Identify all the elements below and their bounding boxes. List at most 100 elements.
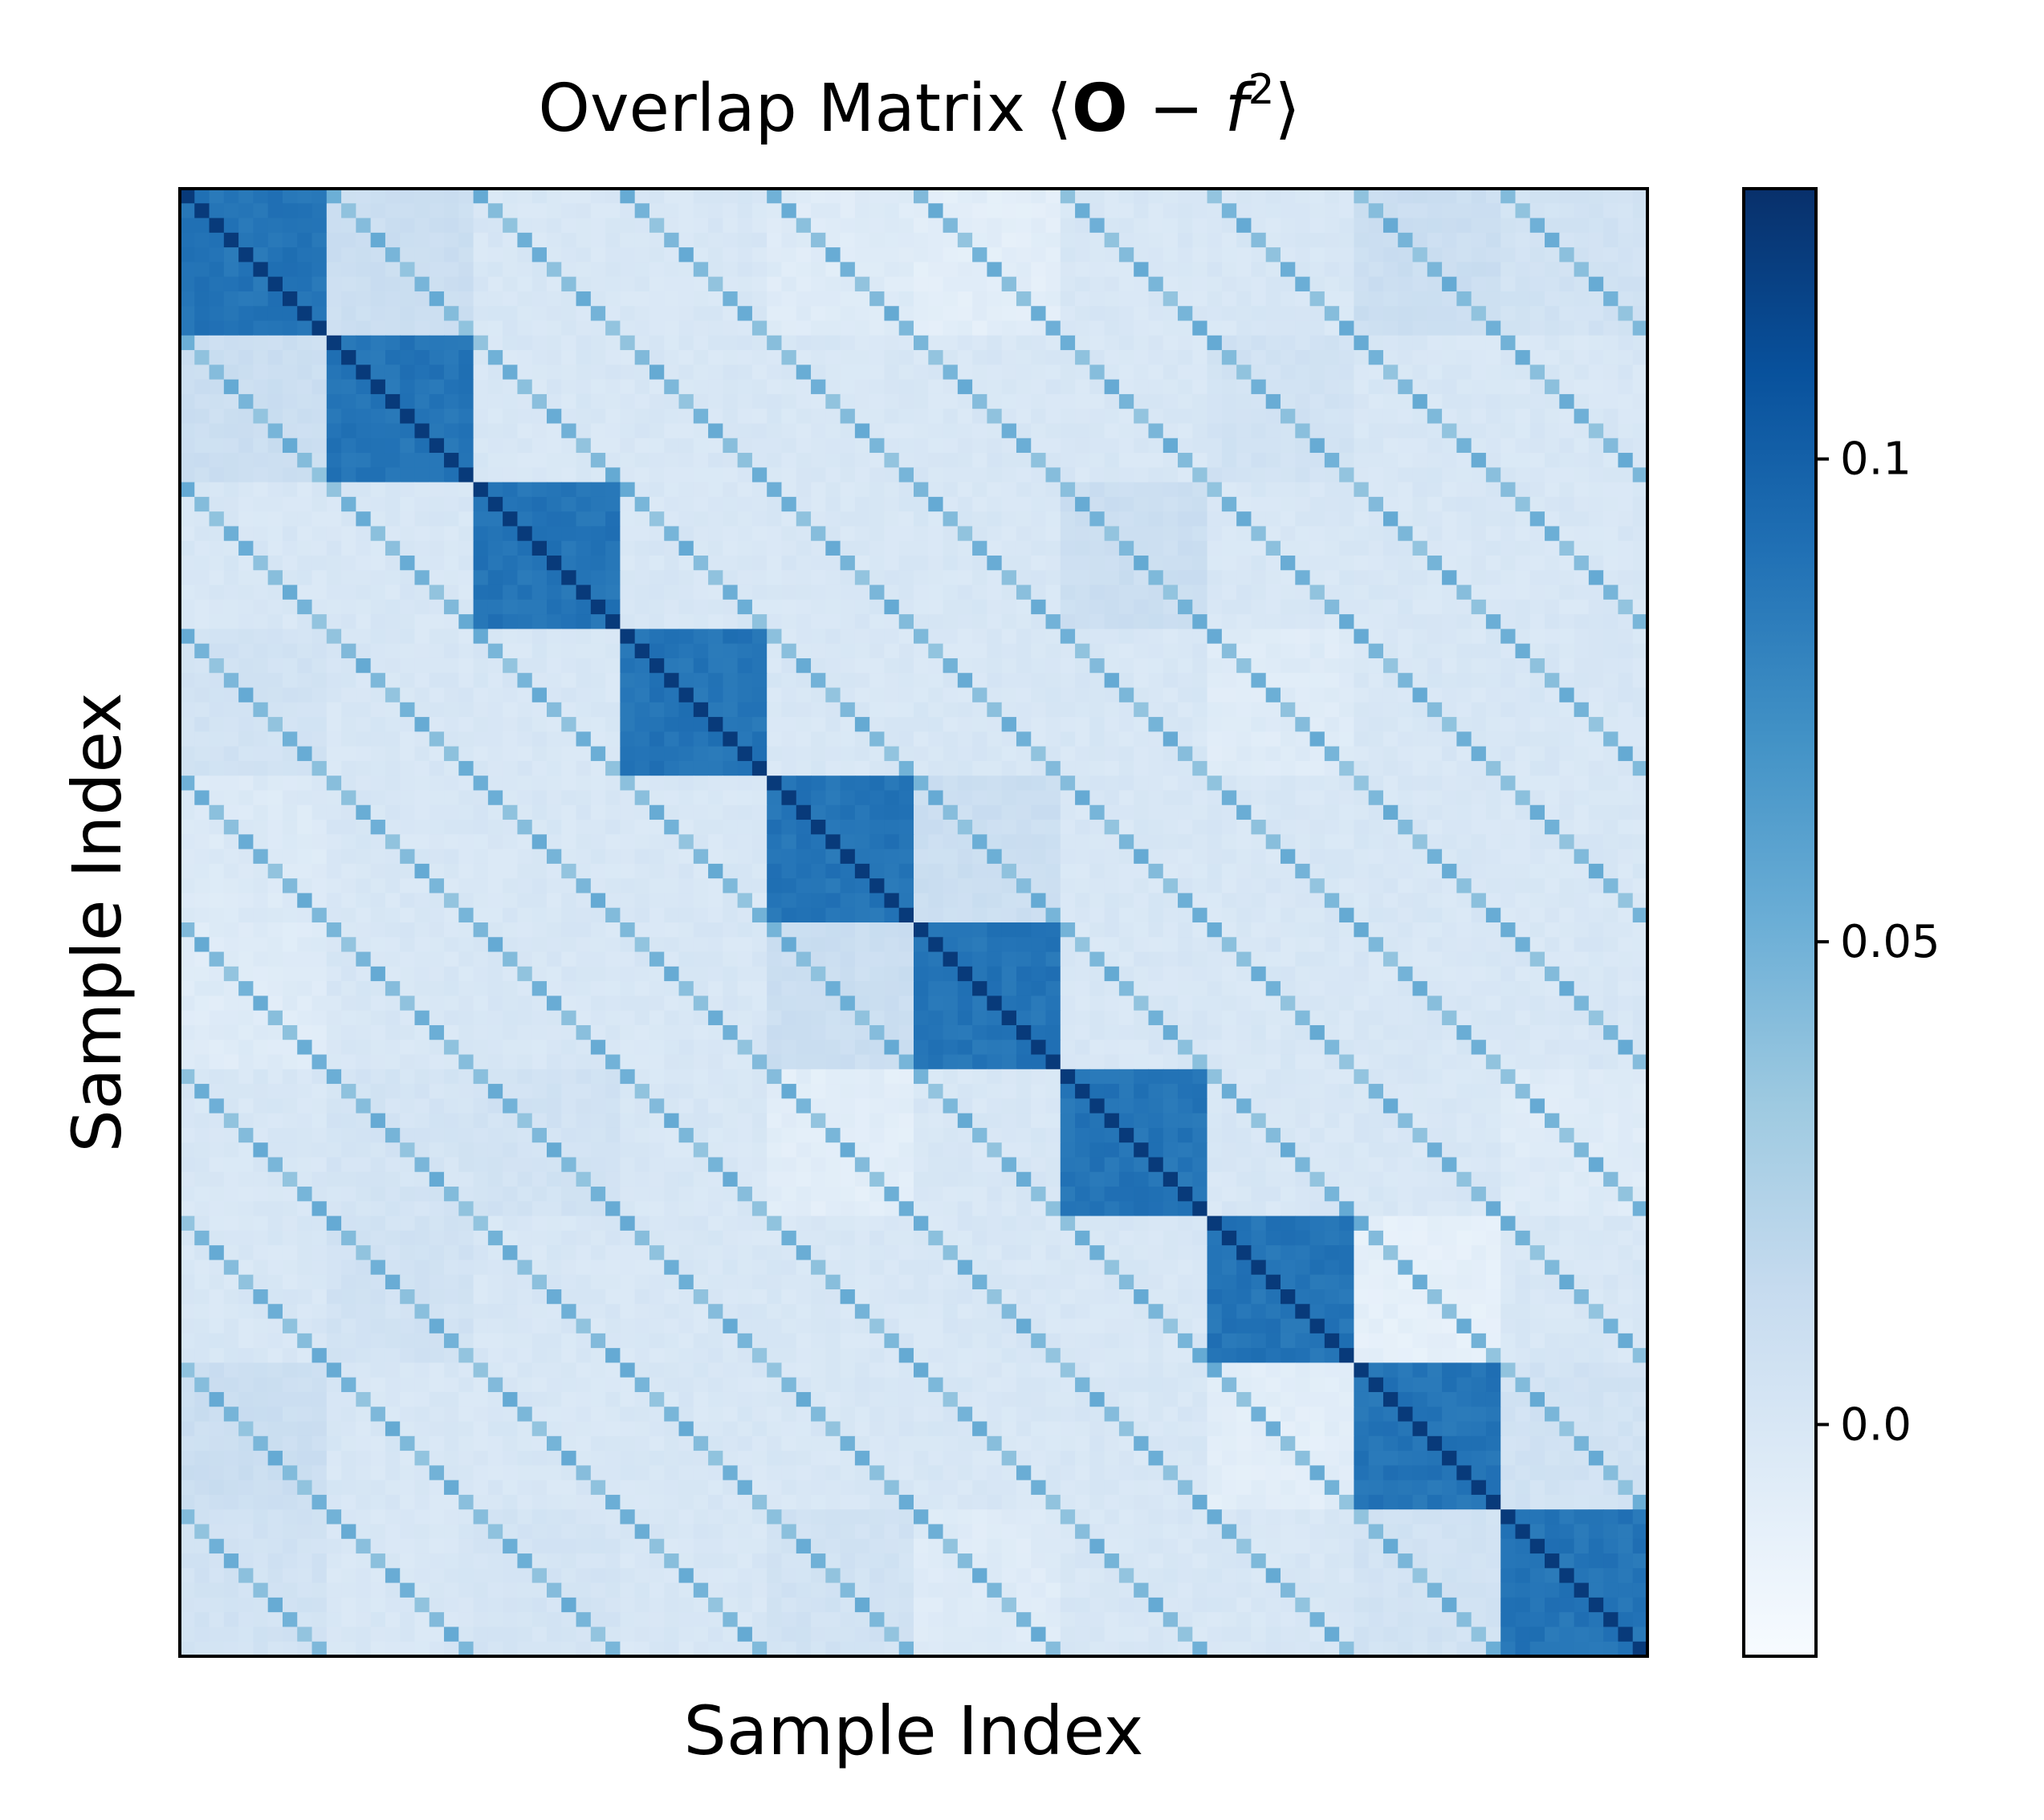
heatmap-cell <box>1559 878 1575 894</box>
heatmap-cell <box>1221 878 1237 894</box>
heatmap-cell <box>884 453 900 468</box>
heatmap-cell <box>1398 643 1414 659</box>
heatmap-cell <box>1221 262 1237 278</box>
heatmap-cell <box>1281 717 1296 732</box>
heatmap-cell <box>1412 320 1428 336</box>
heatmap-cell <box>400 878 416 894</box>
heatmap-cell <box>561 306 577 322</box>
heatmap-cell <box>1134 526 1150 542</box>
heatmap-cell <box>1471 496 1487 512</box>
heatmap-cell <box>620 482 636 498</box>
heatmap-cell <box>693 863 709 879</box>
heatmap-cell <box>503 364 519 381</box>
heatmap-cell <box>1324 496 1340 512</box>
heatmap-cell <box>1456 320 1472 336</box>
heatmap-cell <box>326 379 342 395</box>
heatmap-cell <box>1045 335 1061 351</box>
heatmap-cell <box>1398 350 1414 365</box>
heatmap-cell <box>1104 658 1120 674</box>
heatmap-cell <box>1382 673 1399 689</box>
heatmap-cell <box>1162 291 1179 307</box>
heatmap-cell <box>370 673 386 689</box>
heatmap-cell <box>370 540 386 556</box>
heatmap-cell <box>825 232 841 248</box>
heatmap-cell <box>972 570 987 586</box>
heatmap-cell <box>1588 393 1604 409</box>
heatmap-cell <box>209 393 225 409</box>
heatmap-cell <box>487 364 503 381</box>
heatmap-cell <box>326 511 342 527</box>
heatmap-cell <box>884 717 900 732</box>
heatmap-cell <box>1324 584 1340 601</box>
heatmap-cell <box>1529 629 1545 645</box>
heatmap-cell <box>1412 790 1428 806</box>
heatmap-cell <box>194 834 210 850</box>
heatmap-cell <box>444 218 459 234</box>
heatmap-cell <box>194 717 210 732</box>
heatmap-cell <box>590 760 606 776</box>
heatmap-cell <box>884 776 900 792</box>
heatmap-cell <box>1075 878 1090 894</box>
heatmap-cell <box>1031 731 1047 747</box>
heatmap-cell <box>1471 453 1487 468</box>
heatmap-cell <box>341 540 356 556</box>
heatmap-cell <box>884 584 900 601</box>
heatmap-cell <box>854 379 870 395</box>
heatmap-cell <box>1162 907 1179 923</box>
heatmap-cell <box>987 438 1003 454</box>
heatmap-cell <box>531 511 548 527</box>
heatmap-cell <box>1148 453 1164 468</box>
heatmap-cell <box>341 467 356 483</box>
heatmap-cell <box>400 320 416 336</box>
heatmap-cell <box>473 863 489 879</box>
heatmap-cell <box>1104 350 1120 365</box>
heatmap-cell <box>811 702 826 718</box>
heatmap-cell <box>605 482 621 498</box>
heatmap-cell <box>444 453 459 468</box>
heatmap-cell <box>487 599 503 615</box>
heatmap-cell <box>854 364 870 381</box>
heatmap-cell <box>1412 629 1428 645</box>
heatmap-cell <box>267 746 283 762</box>
heatmap-cell <box>1412 731 1428 747</box>
heatmap-cell <box>781 438 797 454</box>
heatmap-cell <box>194 247 210 263</box>
heatmap-cell <box>444 834 459 850</box>
heatmap-cell <box>708 467 723 483</box>
heatmap-cell <box>253 804 269 820</box>
heatmap-cell <box>503 746 519 762</box>
heatmap-cell <box>840 673 856 689</box>
heatmap-cell <box>1529 409 1545 425</box>
heatmap-cell <box>429 496 445 512</box>
heatmap-cell <box>854 393 870 409</box>
heatmap-cell <box>311 393 328 409</box>
heatmap-cell <box>297 247 313 263</box>
heatmap-cell <box>1529 849 1545 865</box>
heatmap-cell <box>1382 393 1399 409</box>
heatmap-cell <box>972 467 987 483</box>
heatmap-cell <box>1515 863 1531 879</box>
heatmap-cell <box>1045 379 1061 395</box>
heatmap-cell <box>1104 717 1120 732</box>
heatmap-cell <box>282 907 298 923</box>
heatmap-cell <box>238 614 254 629</box>
heatmap-cell <box>1309 570 1325 586</box>
heatmap-cell <box>957 820 973 835</box>
heatmap-cell <box>1134 907 1150 923</box>
heatmap-cell <box>1309 423 1325 439</box>
heatmap-cell <box>957 834 973 850</box>
heatmap-cell <box>1178 556 1193 571</box>
heatmap-cell <box>473 570 489 586</box>
heatmap-cell <box>444 849 459 865</box>
heatmap-cell <box>1281 379 1296 395</box>
heatmap-cell <box>1309 878 1325 894</box>
heatmap-cell <box>898 496 914 512</box>
heatmap-cell <box>1118 467 1134 483</box>
heatmap-cell <box>458 658 474 674</box>
heatmap-cell <box>458 570 474 586</box>
heatmap-cell <box>473 849 489 865</box>
heatmap-cell <box>223 438 239 454</box>
heatmap-cell <box>1075 702 1090 718</box>
heatmap-cell <box>547 423 562 439</box>
heatmap-cell <box>811 893 826 909</box>
